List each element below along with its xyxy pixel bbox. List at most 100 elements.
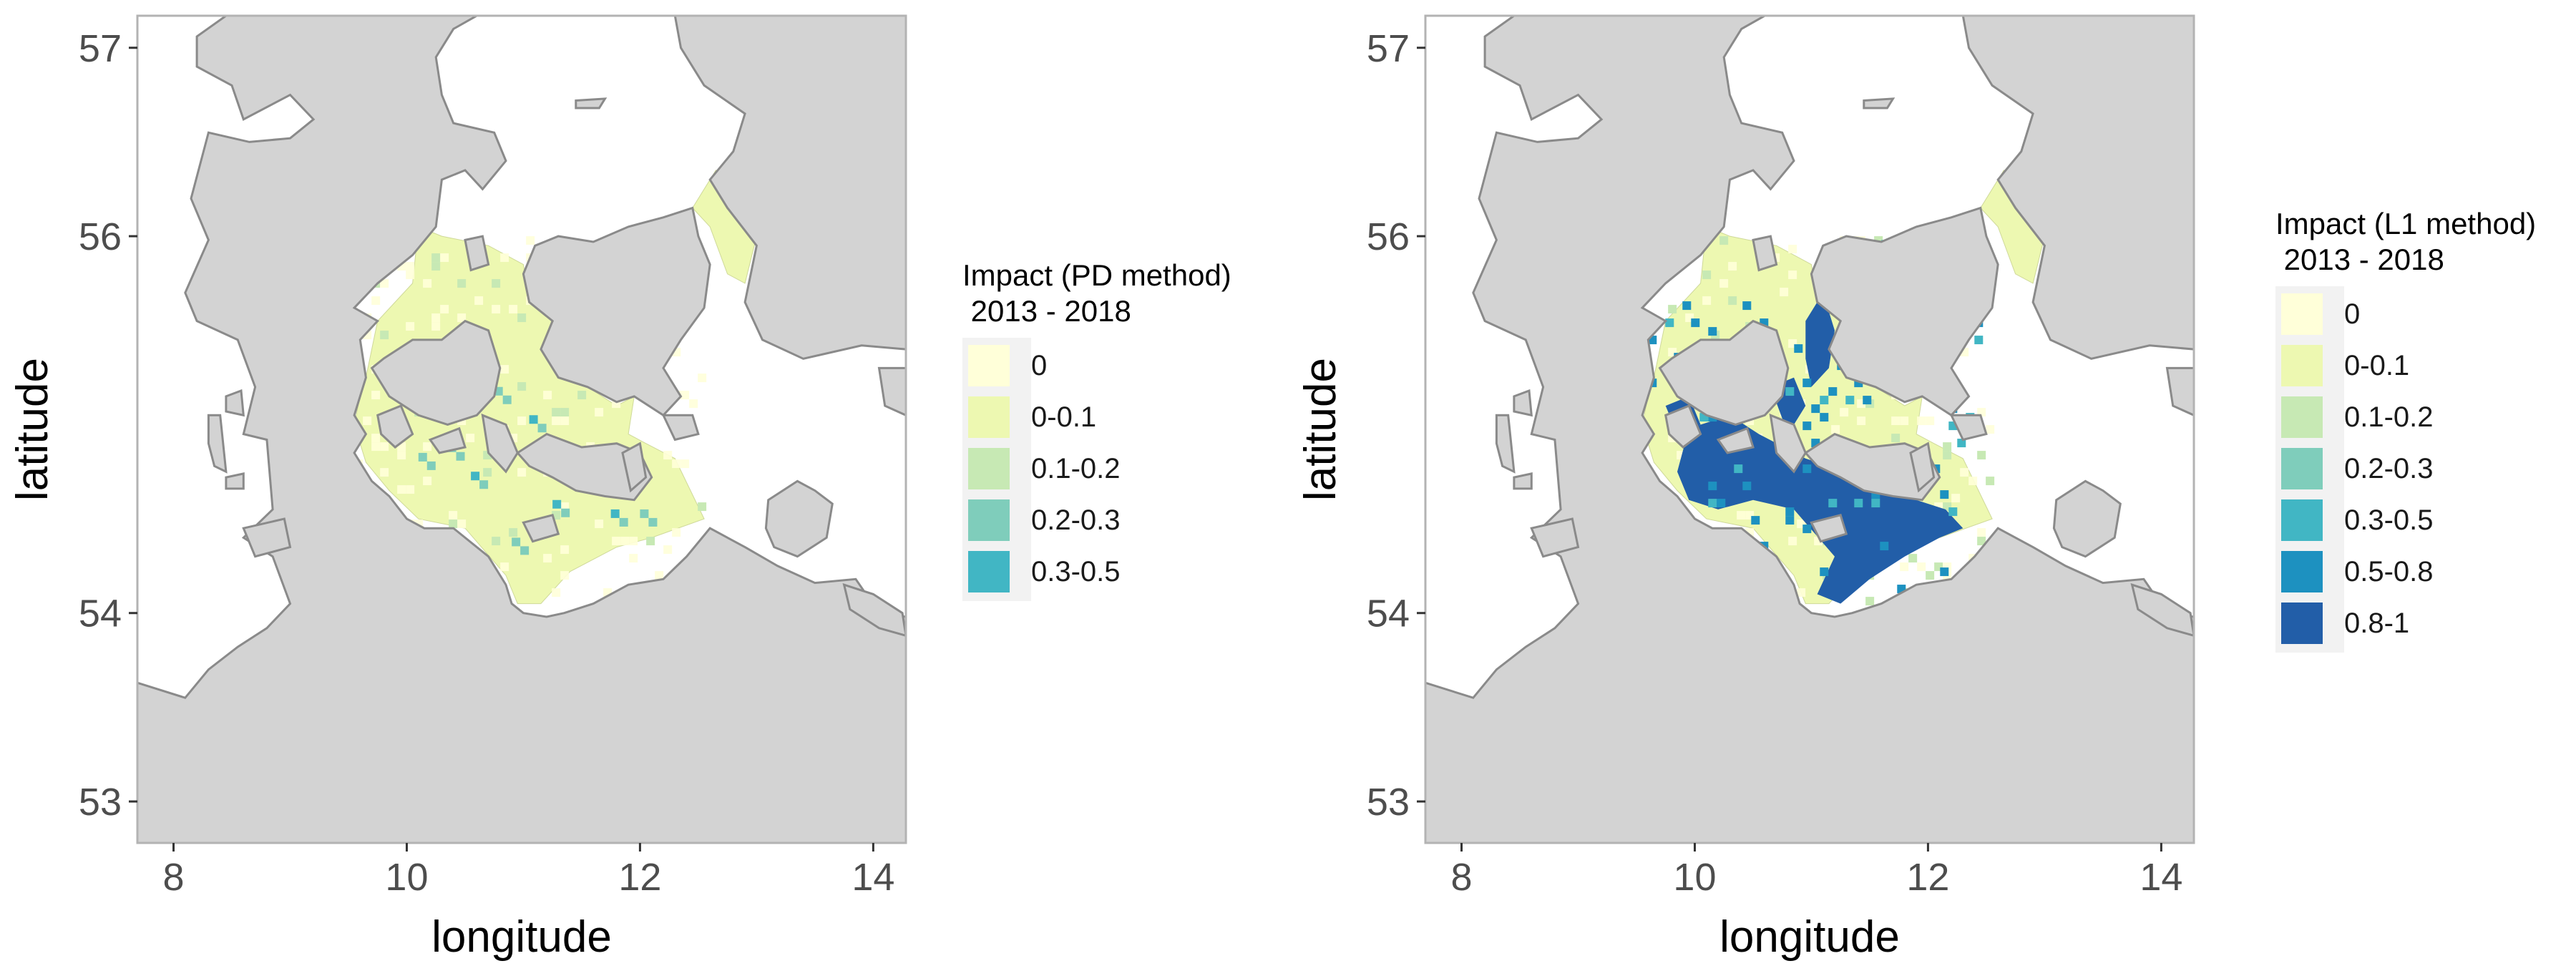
impact-cell [1917,416,1926,426]
impact-hotspot [619,517,628,527]
land-island [2165,366,2194,416]
impact-cell [423,477,432,486]
land-sweden [1961,16,2194,360]
legend-swatch [968,499,1010,541]
legend-swatch [968,551,1010,592]
legend-label: 0.5-0.8 [2344,556,2434,587]
impact-cell [1900,562,1909,572]
impact-cell [492,305,501,314]
impact-cell [1820,567,1829,577]
x-tick-label: 14 [852,856,894,899]
impact-cell [500,562,509,572]
legend-swatch [2281,396,2323,438]
x-tick-label: 14 [2140,856,2182,899]
impact-cell [1811,404,1820,414]
impact-cell [1948,507,1958,517]
land-sweden [673,16,906,360]
impact-cell [1986,477,1995,486]
impact-cell [1926,571,1935,580]
impact-cell [449,511,458,520]
impact-hotspot [640,509,649,518]
land-island [842,582,906,637]
impact-cell [457,279,467,288]
legend-item: 0.5-0.8 [2275,547,2434,598]
land-island [2130,582,2194,637]
impact-cell [517,313,527,323]
impact-cell [1908,554,1918,563]
impact-cell [457,519,467,529]
impact-cell [526,236,535,245]
impact-cell [1794,344,1803,353]
legend-l1: Impact (L1 method) 2013 - 2018 0 0-0.1 0.1… [2275,206,2536,653]
impact-cell [655,571,664,580]
impact-cell [1857,416,1866,426]
impact-cell [1943,451,1952,460]
impact-cell [440,305,449,314]
impact-cell [1828,387,1838,396]
impact-cell [431,253,441,263]
legend-label: 0-0.1 [1031,401,1097,433]
land-island [1716,426,1755,454]
impact-cell [371,442,381,452]
impact-cell [1977,537,1986,546]
land-island [242,517,292,558]
impact-cell [1802,379,1812,388]
impact-cell [1788,537,1797,546]
impact-cell [595,519,604,529]
impact-cell [1957,439,1966,448]
y-tick-label: 54 [1367,592,1410,635]
impact-cell [1865,597,1875,606]
x-tick-label: 12 [1906,856,1949,899]
impact-cell [1691,318,1700,328]
impact-cell [680,391,690,400]
land-jutland-germany [137,16,906,843]
impact-cell [397,451,406,460]
legend-item: 0.3-0.5 [962,547,1121,598]
impact-cell [1702,270,1712,280]
impact-cell [646,537,655,546]
x-axis-title: longitude [431,912,612,962]
impact-cell [1788,245,1797,254]
impact-cell [629,537,638,546]
impact-cell [1828,499,1838,508]
y-tick-label: 57 [79,27,122,70]
land-island [1513,389,1533,417]
x-tick-label: 10 [1673,856,1716,899]
y-axis-title: latitude [1296,358,1345,501]
y-tick-label: 56 [79,215,122,258]
impact-cell [552,408,561,417]
impact-cell [1900,416,1909,426]
land-island [370,319,502,426]
y-tick-label: 53 [1367,781,1410,824]
impact-hotspot [456,452,465,461]
impact-hotspot [512,537,521,547]
legend-item: 0.1-0.2 [2275,392,2434,444]
impact-cell [1728,262,1737,271]
impact-cell [1665,318,1674,328]
impact-hotspot [561,508,570,517]
land-island [481,413,519,474]
impact-cell [1820,396,1829,405]
impact-cell [620,537,630,546]
impact-cell [1734,464,1743,474]
impact-cell [1719,279,1729,288]
impact-cell [672,528,681,537]
impact-cell [371,296,381,306]
impact-cell [1785,516,1795,525]
impact-cell [371,391,381,400]
impact-hotspot [537,424,547,433]
map-panel-pd: 8 10 12 14 53 54 56 57 longitude latitude Impact … [8,14,1231,962]
land-island [376,404,414,449]
impact-cell [397,485,406,494]
impact-cell [483,468,492,477]
impact-cell [1960,468,1969,477]
impact-cell [1802,421,1812,431]
impact-cell [492,279,501,288]
legend-item: 0-0.1 [962,392,1096,444]
impact-cell [492,537,501,546]
x-tick-label: 12 [618,856,661,899]
map-figure-pd: 8 10 12 14 53 54 56 57 longitude latitude [8,14,907,962]
impact-cell [1977,451,1986,460]
land-island [516,432,653,502]
impact-cell [560,408,570,417]
